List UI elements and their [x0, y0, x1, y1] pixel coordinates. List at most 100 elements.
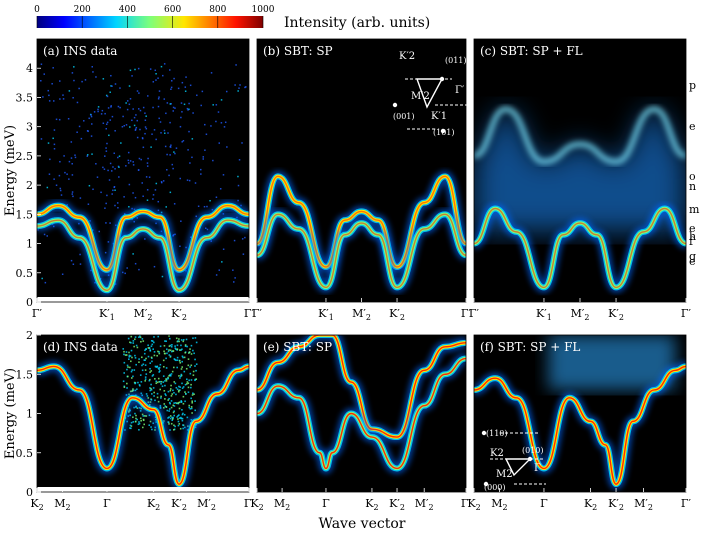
ins-speckle — [178, 360, 181, 362]
ins-speckle — [196, 94, 198, 97]
inset-label: (110) — [486, 429, 508, 438]
ins-speckle — [187, 391, 190, 394]
ins-speckle — [147, 344, 149, 347]
ins-speckle — [171, 419, 174, 422]
ins-speckle — [122, 271, 124, 274]
ins-speckle — [152, 422, 155, 425]
ins-speckle — [239, 84, 241, 86]
ins-speckle — [78, 125, 81, 128]
ins-speckle — [173, 381, 176, 383]
ins-speckle — [155, 222, 157, 225]
x-tick-label: M′2 — [571, 307, 590, 322]
ins-speckle — [132, 164, 135, 166]
ins-speckle — [244, 86, 246, 89]
inset-point — [481, 430, 487, 436]
ins-speckle — [107, 107, 110, 109]
ins-speckle — [157, 367, 160, 369]
ins-speckle — [165, 340, 168, 343]
ins-speckle — [192, 349, 194, 352]
ins-speckle — [178, 385, 180, 388]
ins-speckle — [128, 183, 131, 186]
ins-speckle — [204, 149, 206, 151]
ins-speckle — [129, 366, 131, 369]
ins-speckle — [169, 417, 172, 420]
ins-speckle — [169, 374, 171, 377]
ins-speckle — [61, 273, 64, 275]
panel-content — [257, 170, 466, 293]
ins-speckle — [131, 356, 133, 359]
ins-speckle — [170, 395, 173, 397]
ins-speckle — [157, 77, 159, 79]
ins-speckle — [101, 109, 104, 112]
ins-speckle — [156, 392, 159, 395]
ins-speckle — [175, 337, 178, 340]
ins-speckle — [150, 370, 153, 372]
ins-speckle — [123, 353, 125, 356]
ins-speckle — [129, 414, 131, 417]
ins-speckle — [195, 341, 198, 344]
ins-speckle — [168, 401, 171, 404]
x-tick-subscript: 2 — [259, 503, 264, 512]
ins-speckle — [182, 424, 184, 426]
x-tick-subscript: 1 — [547, 313, 552, 322]
ins-speckle — [169, 415, 172, 417]
ins-speckle — [53, 148, 56, 150]
ins-speckle — [159, 406, 162, 409]
panel-f: (f) SBT: SP + FL K2 M2 Γ K2 K′2 M′2 Γ′ (110) K2 (0… — [467, 334, 692, 512]
ins-speckle — [171, 416, 173, 419]
ins-speckle — [135, 344, 138, 347]
ins-speckle — [138, 428, 140, 431]
ins-speckle — [95, 76, 97, 78]
ins-speckle — [138, 384, 141, 386]
ins-speckle — [148, 347, 151, 349]
ins-speckle — [129, 427, 131, 429]
ins-speckle — [143, 352, 146, 355]
ins-speckle — [71, 72, 74, 74]
band-peak — [474, 207, 686, 289]
ins-speckle — [169, 344, 172, 347]
ins-speckle — [175, 402, 178, 405]
ins-speckle — [172, 234, 175, 236]
ins-speckle — [132, 108, 134, 110]
ins-speckle — [180, 400, 182, 402]
ins-speckle — [163, 403, 166, 405]
ins-speckle — [132, 421, 135, 423]
ins-speckle — [123, 361, 126, 364]
ins-speckle — [135, 363, 137, 366]
panel-frame — [473, 334, 687, 493]
ins-speckle — [106, 194, 108, 197]
ins-speckle — [163, 98, 166, 100]
ins-speckle — [114, 130, 116, 132]
y-tick-label: 0.5 — [16, 267, 34, 280]
panel-background — [257, 39, 466, 302]
ins-speckle — [140, 340, 142, 343]
ins-speckle — [181, 409, 183, 411]
ins-speckle — [163, 129, 166, 132]
continuum-edge — [474, 106, 686, 165]
panel-background — [37, 39, 249, 302]
ins-speckle — [176, 359, 179, 361]
ins-speckle — [141, 182, 143, 184]
x-tick-label: M′2 — [197, 497, 216, 512]
ins-speckle — [149, 349, 151, 351]
ins-speckle — [159, 121, 162, 123]
ins-speckle — [176, 366, 178, 369]
panel-content — [474, 106, 686, 293]
ins-speckle — [194, 379, 196, 382]
ins-speckle — [129, 160, 132, 162]
ins-speckle — [167, 376, 169, 379]
ins-speckle — [91, 123, 93, 125]
ins-speckle — [72, 97, 74, 99]
ins-speckle — [166, 348, 168, 351]
ins-speckle — [179, 349, 181, 351]
ins-speckle — [147, 355, 150, 358]
y-tick-label: 2.5 — [16, 150, 34, 163]
ins-speckle — [127, 159, 130, 162]
ins-speckle — [237, 199, 239, 202]
ins-speckle — [41, 277, 43, 280]
inset-label: (101) — [433, 128, 455, 137]
ins-speckle — [133, 124, 136, 127]
ins-speckle — [135, 126, 138, 129]
margin-letter: p — [689, 79, 696, 92]
ins-speckle — [134, 354, 136, 357]
